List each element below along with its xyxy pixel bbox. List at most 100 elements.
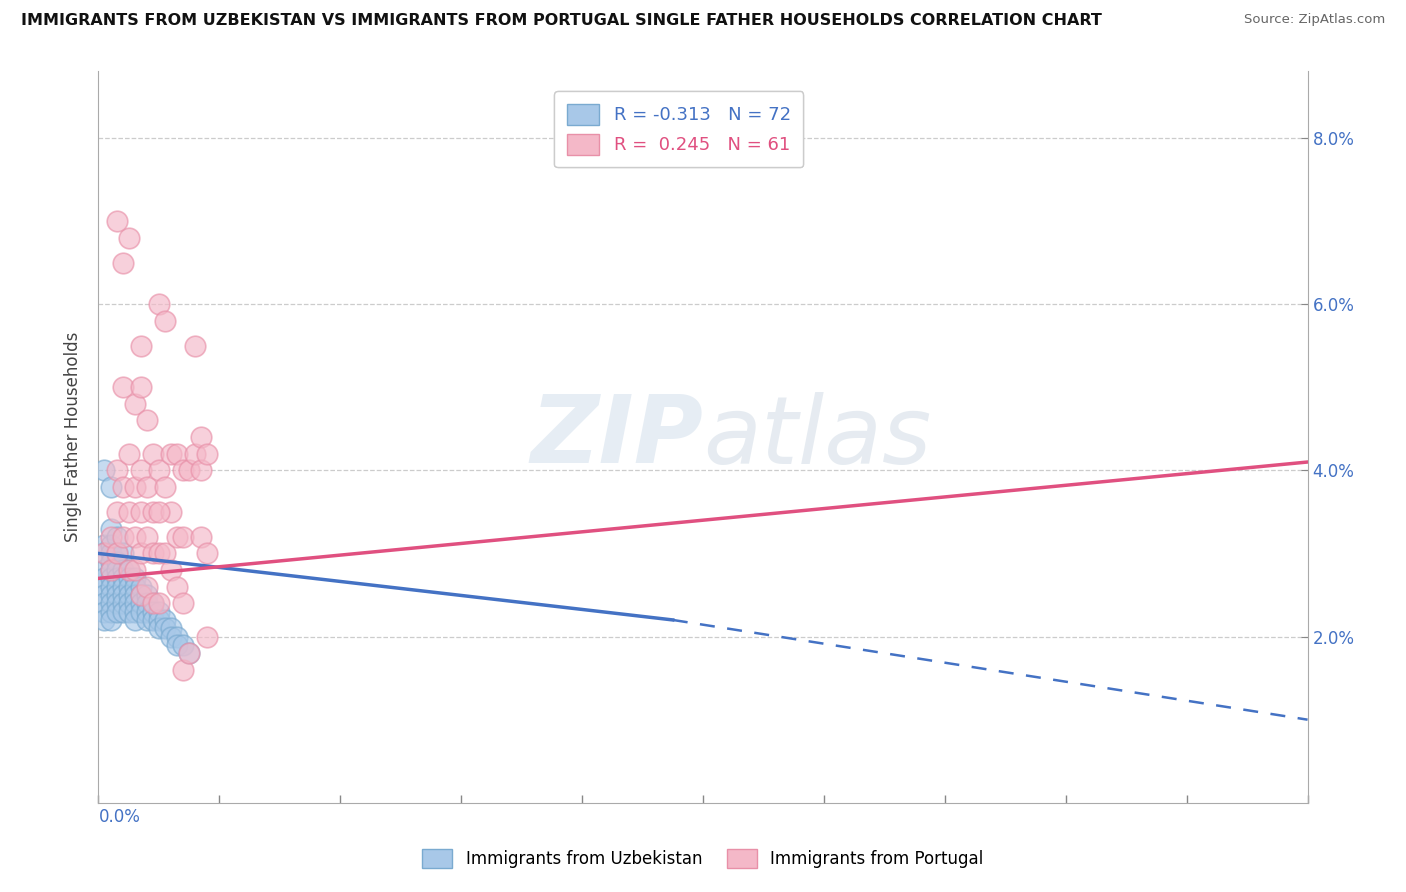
Point bbox=[184, 338, 207, 352]
Point bbox=[100, 571, 122, 585]
Point bbox=[129, 596, 152, 610]
Point bbox=[118, 596, 141, 610]
Point bbox=[100, 546, 122, 560]
Point bbox=[124, 605, 146, 619]
Point bbox=[124, 530, 146, 544]
Point bbox=[105, 571, 128, 585]
Point bbox=[93, 580, 115, 594]
Point bbox=[129, 380, 152, 394]
Point bbox=[100, 596, 122, 610]
Point bbox=[118, 563, 141, 577]
Point bbox=[111, 546, 134, 560]
Point bbox=[111, 563, 134, 577]
Point bbox=[124, 613, 146, 627]
Point bbox=[124, 571, 146, 585]
Point bbox=[148, 605, 170, 619]
Point bbox=[100, 563, 122, 577]
Point bbox=[135, 480, 157, 494]
Point bbox=[172, 530, 194, 544]
Point bbox=[148, 613, 170, 627]
Text: Source: ZipAtlas.com: Source: ZipAtlas.com bbox=[1244, 13, 1385, 27]
Point bbox=[142, 605, 165, 619]
Point bbox=[160, 447, 183, 461]
Point bbox=[124, 596, 146, 610]
Point bbox=[100, 480, 122, 494]
Point bbox=[135, 588, 157, 602]
Point bbox=[111, 580, 134, 594]
Point bbox=[93, 596, 115, 610]
Point bbox=[124, 580, 146, 594]
Point bbox=[148, 505, 170, 519]
Point bbox=[105, 546, 128, 560]
Point bbox=[179, 646, 201, 660]
Point bbox=[105, 588, 128, 602]
Point bbox=[129, 580, 152, 594]
Point bbox=[135, 413, 157, 427]
Point bbox=[111, 596, 134, 610]
Point bbox=[135, 580, 157, 594]
Point bbox=[172, 463, 194, 477]
Point bbox=[100, 580, 122, 594]
Point bbox=[105, 563, 128, 577]
Point bbox=[129, 505, 152, 519]
Point bbox=[166, 447, 188, 461]
Point bbox=[129, 588, 152, 602]
Point bbox=[142, 596, 165, 610]
Point bbox=[93, 588, 115, 602]
Point bbox=[160, 563, 183, 577]
Text: IMMIGRANTS FROM UZBEKISTAN VS IMMIGRANTS FROM PORTUGAL SINGLE FATHER HOUSEHOLDS : IMMIGRANTS FROM UZBEKISTAN VS IMMIGRANTS… bbox=[21, 13, 1102, 29]
Point bbox=[105, 580, 128, 594]
Point bbox=[124, 563, 146, 577]
Point bbox=[148, 621, 170, 635]
Point bbox=[93, 546, 115, 560]
Point bbox=[142, 546, 165, 560]
Point bbox=[111, 380, 134, 394]
Point bbox=[195, 447, 218, 461]
Point bbox=[148, 463, 170, 477]
Point bbox=[93, 538, 115, 552]
Point bbox=[105, 530, 128, 544]
Point bbox=[129, 463, 152, 477]
Point bbox=[195, 546, 218, 560]
Point bbox=[160, 630, 183, 644]
Point bbox=[105, 463, 128, 477]
Point bbox=[153, 314, 176, 328]
Point bbox=[118, 605, 141, 619]
Point bbox=[190, 430, 212, 444]
Point bbox=[153, 613, 176, 627]
Point bbox=[129, 546, 152, 560]
Point bbox=[100, 521, 122, 535]
Point bbox=[129, 605, 152, 619]
Point bbox=[148, 546, 170, 560]
Point bbox=[153, 546, 176, 560]
Point bbox=[166, 580, 188, 594]
Y-axis label: Single Father Households: Single Father Households bbox=[63, 332, 82, 542]
Point bbox=[142, 447, 165, 461]
Point bbox=[105, 546, 128, 560]
Point bbox=[135, 530, 157, 544]
Point bbox=[93, 605, 115, 619]
Point bbox=[100, 538, 122, 552]
Point bbox=[142, 596, 165, 610]
Point bbox=[111, 480, 134, 494]
Point bbox=[118, 588, 141, 602]
Point bbox=[105, 214, 128, 228]
Point bbox=[153, 480, 176, 494]
Point bbox=[148, 596, 170, 610]
Point bbox=[93, 571, 115, 585]
Point bbox=[179, 646, 201, 660]
Legend: R = -0.313   N = 72, R =  0.245   N = 61: R = -0.313 N = 72, R = 0.245 N = 61 bbox=[554, 91, 803, 168]
Point bbox=[124, 588, 146, 602]
Point bbox=[118, 571, 141, 585]
Text: atlas: atlas bbox=[703, 392, 931, 483]
Point bbox=[105, 555, 128, 569]
Point bbox=[160, 505, 183, 519]
Point bbox=[166, 530, 188, 544]
Point bbox=[100, 530, 122, 544]
Point bbox=[129, 588, 152, 602]
Text: ZIP: ZIP bbox=[530, 391, 703, 483]
Point bbox=[142, 505, 165, 519]
Point bbox=[129, 338, 152, 352]
Point bbox=[100, 605, 122, 619]
Point bbox=[184, 447, 207, 461]
